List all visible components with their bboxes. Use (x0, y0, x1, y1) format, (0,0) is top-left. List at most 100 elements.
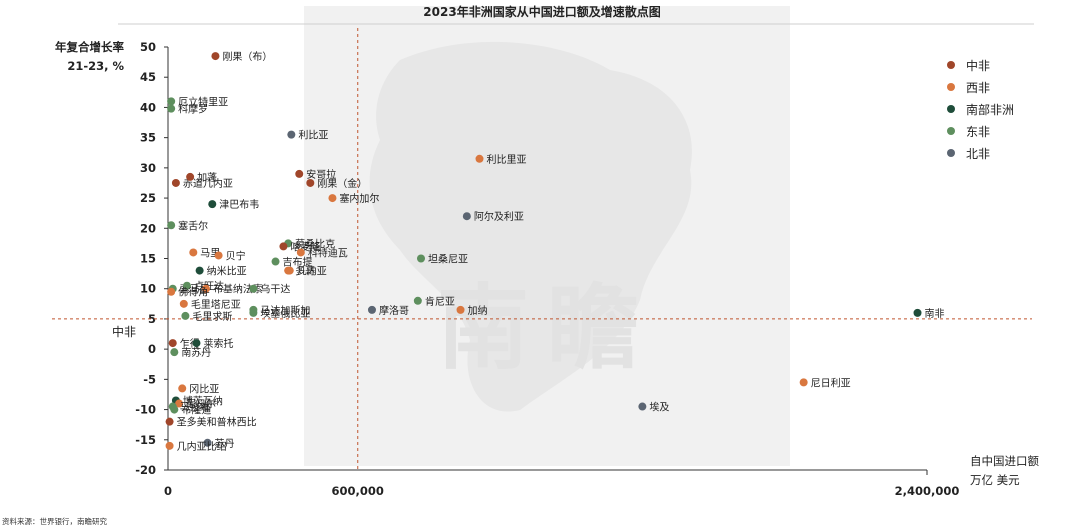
data-point: 贝宁 (214, 249, 246, 262)
point-marker (170, 405, 179, 414)
y-tick-label: 15 (140, 252, 156, 266)
point-label: 莱索托 (203, 337, 233, 350)
point-marker (171, 178, 180, 187)
point-label: 摩洛哥 (379, 304, 409, 317)
point-label: 科摩罗 (178, 103, 208, 116)
point-marker (203, 438, 212, 447)
point-label: 津巴布韦 (219, 199, 259, 211)
data-point: 刚果（金） (306, 177, 367, 190)
data-point: 莫桑比克 (284, 238, 335, 250)
point-label: 马拉维 (180, 401, 210, 414)
legend-marker (947, 127, 955, 135)
point-label: 利比亚 (298, 130, 328, 142)
data-point: 冈比亚 (178, 383, 219, 395)
point-label: 多哥 (295, 265, 315, 278)
point-label: 塞舌尔 (178, 219, 208, 232)
legend-item: 西非 (947, 81, 990, 95)
data-point: 利比亚 (287, 130, 328, 142)
point-label: 几内亚 (297, 265, 327, 278)
y-tick-label: -20 (135, 463, 156, 477)
point-label: 毛里塔尼亚 (191, 298, 241, 311)
point-label: 阿尔及利亚 (474, 210, 524, 223)
source-note: 资料来源：世界银行，南瞻研究 (2, 516, 107, 526)
data-point: 埃塞俄比亚 (249, 307, 310, 320)
data-point: 坦桑尼亚 (417, 253, 468, 266)
y-tick-label: 50 (140, 40, 156, 54)
y-axis-label-line1: 年复合增长率 (55, 40, 124, 54)
point-marker (167, 221, 176, 230)
legend-marker (947, 105, 955, 113)
point-marker (913, 308, 922, 317)
data-point: 佛得角 (167, 286, 208, 299)
data-point: 毛里求斯 (181, 310, 232, 323)
legend-label: 东非 (966, 125, 990, 139)
data-point: 莱索托 (192, 337, 233, 350)
data-point: 吉布提 (271, 257, 313, 269)
point-label: 塞内加尔 (339, 192, 379, 205)
data-point: 塞内加尔 (328, 192, 379, 205)
point-marker (168, 339, 177, 348)
point-marker (167, 104, 176, 113)
point-marker (186, 172, 195, 181)
data-point: 赤道几内亚 (171, 177, 233, 190)
x-tick-label: 600,000 (332, 484, 384, 498)
point-marker (306, 178, 315, 187)
point-label: 安哥拉 (306, 168, 336, 181)
y-axis-label-line2: 21-23, % (67, 59, 124, 73)
point-marker (417, 254, 425, 263)
point-label: 毛里求斯 (192, 310, 232, 323)
point-marker (296, 248, 305, 257)
point-marker (170, 348, 179, 357)
point-label: 利比里亚 (487, 154, 527, 166)
point-marker (182, 281, 191, 290)
data-point: 加蓬 (186, 172, 217, 184)
reference-lines (52, 28, 1032, 470)
legend-marker (947, 83, 955, 91)
data-point: 阿尔及利亚 (462, 210, 524, 223)
y-tick-label: 25 (140, 191, 156, 205)
point-marker (279, 242, 288, 251)
axes: -20 -15 -10 -5 0 5 10 15 20 25 30 35 40 45 50 0 600,000 2… (135, 40, 959, 498)
data-point: 肯尼亚 (413, 295, 455, 308)
point-marker (249, 308, 258, 317)
x-axis-label-line1: 自中国进口额 (970, 454, 1039, 468)
data-point: 布隆迪 (170, 404, 211, 417)
data-point: 南苏丹 (170, 346, 211, 359)
point-label: 尼日尔 (186, 398, 216, 411)
data-point: 加纳 (456, 304, 488, 317)
data-point: 安哥拉 (295, 168, 336, 181)
point-label: 吉布提 (283, 257, 313, 269)
point-marker (175, 399, 184, 408)
y-tick-label: 10 (140, 282, 156, 296)
data-point: 利比里亚 (475, 154, 527, 166)
point-marker (249, 284, 258, 293)
legend-item: 南部非洲 (947, 102, 1014, 117)
data-point: 圣多美和普林西比 (165, 416, 257, 429)
y-tick-label: 45 (140, 70, 156, 84)
y-tick-label: 35 (140, 131, 156, 145)
x-axis-label-line2: 万亿 美元 (970, 473, 1020, 487)
point-marker (178, 384, 187, 393)
legend-item: 东非 (947, 125, 990, 139)
point-marker (167, 97, 176, 106)
point-label: 几内亚比绍 (177, 440, 227, 453)
point-label: 乌干达 (260, 283, 290, 296)
data-point: 几内亚比绍 (165, 440, 227, 453)
watermark-text: 南瞻 (437, 275, 657, 382)
legend-label: 西非 (966, 81, 990, 95)
data-point: 刚果（布） (211, 51, 272, 63)
legend-label: 南部非洲 (966, 102, 1014, 117)
point-marker (211, 52, 220, 61)
point-label: 加蓬 (197, 172, 217, 184)
data-point: 南非 (913, 307, 945, 320)
data-point: 几内亚 (285, 265, 327, 278)
point-marker (462, 212, 471, 221)
ref-line-label: 中非 (112, 324, 136, 339)
point-label: 佛得角 (178, 286, 208, 299)
legend-label: 中非 (966, 58, 990, 73)
data-point: 毛里塔尼亚 (179, 298, 241, 311)
y-tick-label: -5 (143, 372, 156, 386)
point-marker (195, 266, 204, 275)
legend-marker (947, 149, 955, 157)
